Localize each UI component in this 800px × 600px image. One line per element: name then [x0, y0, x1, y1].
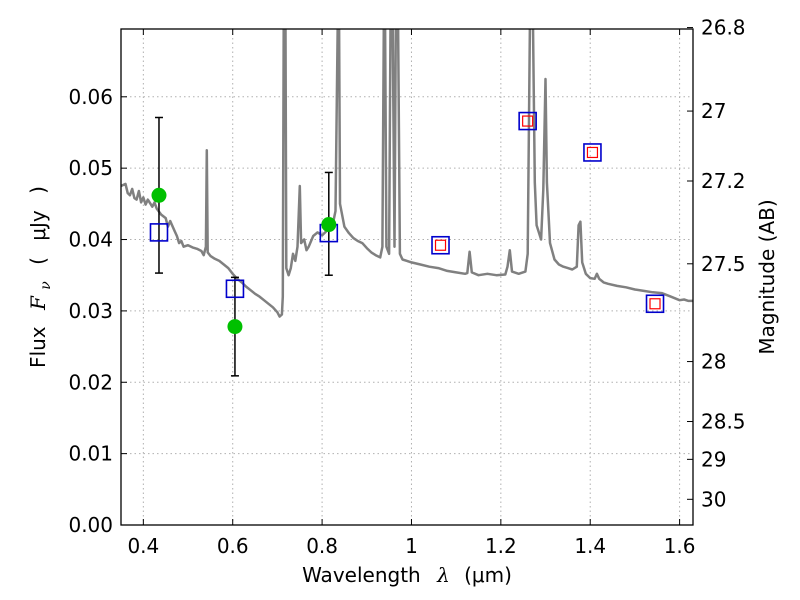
- y2-tick-label: 30: [701, 487, 726, 511]
- model-point: [518, 111, 537, 131]
- plot-background: [121, 29, 693, 525]
- y-tick-label: 0.06: [68, 85, 113, 109]
- y2-tick-label: 27.5: [701, 252, 746, 276]
- y2-tick-label: 28: [701, 350, 726, 374]
- y-axis-label-unit: μJy: [26, 210, 50, 241]
- x-tick-label: 0.6: [217, 534, 249, 558]
- y2-tick-label: 29: [701, 447, 726, 471]
- model-point: [645, 294, 665, 314]
- x-tick-label: 0.4: [127, 534, 159, 558]
- plot-area: [121, 29, 693, 318]
- y-tick-label: 0.05: [68, 156, 113, 180]
- observed-point: [227, 319, 243, 335]
- y-axis-label-subscript: ν: [38, 281, 54, 290]
- markers: [149, 111, 665, 377]
- x-tick-label: 1.4: [574, 534, 606, 558]
- x-tick-label: 1.6: [664, 534, 696, 558]
- observed-point: [151, 187, 167, 203]
- x-tick-label: 1.2: [485, 534, 517, 558]
- y2-tick-label: 28.5: [701, 410, 746, 434]
- x-axis-label: Wavelength λ (μm): [302, 563, 512, 587]
- y-axis-label-prefix: Flux: [26, 326, 50, 368]
- y-tick-label: 0.00: [68, 513, 113, 537]
- y-tick-label: 0.01: [68, 442, 113, 466]
- y-axis-label-symbol: F: [26, 295, 50, 311]
- model-point-inner: [434, 239, 447, 251]
- x-axis-label-text: Wavelength: [302, 563, 421, 587]
- y-axis-label-open-paren: (: [26, 257, 50, 265]
- model-point-inner: [586, 146, 599, 159]
- model-point: [149, 223, 169, 242]
- y-tick-label: 0.03: [68, 299, 113, 323]
- spectrum-line: [121, 29, 693, 318]
- x-axis-label-symbol: λ: [436, 563, 450, 587]
- model-point-inner: [522, 115, 534, 127]
- x-tick-label: 1: [405, 534, 418, 558]
- y2-tick-label: 27.2: [701, 169, 746, 193]
- x-axis-label-unit: (μm): [464, 563, 512, 587]
- model-point: [225, 279, 245, 299]
- ticks: 0.4 0.6 0.8 1 1.2 1.4 1.6 0.00 0.01 0.02 0.03 0.04 0…: [68, 16, 745, 558]
- y2-tick-label: 26.8: [701, 16, 746, 40]
- y-axis-label: Flux F ν ( μJy ): [26, 186, 55, 368]
- plot-frame: [120, 28, 694, 526]
- model-point: [431, 235, 450, 255]
- observed-point: [321, 217, 337, 233]
- y-axis-label-close-paren: ): [26, 186, 50, 194]
- model-point: [583, 143, 602, 162]
- y-tick-label: 0.02: [68, 370, 113, 394]
- x-tick-label: 0.8: [306, 534, 338, 558]
- y-tick-label: 0.04: [68, 228, 113, 252]
- y2-axis-label: Magnitude (AB): [755, 199, 779, 354]
- y2-tick-label: 27: [701, 99, 726, 123]
- model-point-inner: [649, 298, 661, 310]
